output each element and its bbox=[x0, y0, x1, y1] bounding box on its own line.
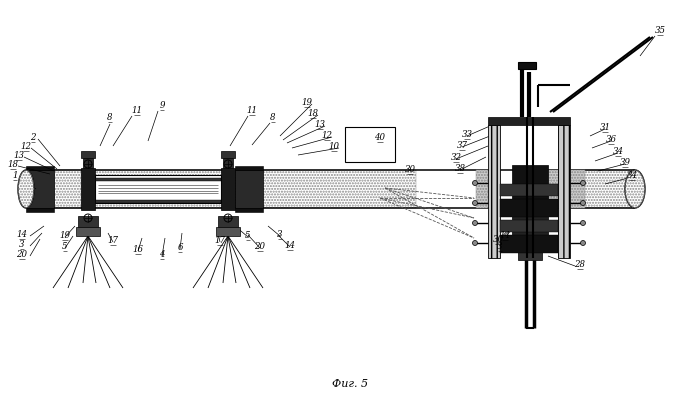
Text: 39: 39 bbox=[619, 158, 630, 166]
Bar bbox=[95, 176, 221, 203]
Text: 33: 33 bbox=[461, 130, 473, 139]
Bar bbox=[345, 128, 395, 162]
Text: 31: 31 bbox=[600, 123, 610, 132]
Text: 14: 14 bbox=[17, 229, 27, 239]
Bar bbox=[81, 152, 95, 159]
Text: 17: 17 bbox=[108, 235, 119, 244]
Bar bbox=[500, 221, 558, 233]
Bar bbox=[26, 209, 54, 213]
Text: 32: 32 bbox=[450, 153, 461, 162]
Text: 8: 8 bbox=[107, 113, 113, 122]
Text: 36: 36 bbox=[605, 135, 617, 144]
Text: 34: 34 bbox=[626, 170, 637, 180]
Text: 28: 28 bbox=[575, 259, 586, 268]
Text: 35: 35 bbox=[654, 26, 665, 35]
Bar bbox=[488, 118, 570, 126]
Circle shape bbox=[473, 181, 477, 186]
Text: 12: 12 bbox=[20, 142, 31, 151]
Bar bbox=[558, 126, 570, 258]
Bar bbox=[545, 170, 635, 209]
Bar bbox=[500, 184, 558, 196]
Circle shape bbox=[580, 241, 586, 246]
Bar bbox=[476, 170, 488, 209]
Text: 3: 3 bbox=[20, 239, 24, 248]
Circle shape bbox=[473, 221, 477, 226]
Text: 18: 18 bbox=[308, 109, 319, 118]
Text: Фиг. 5: Фиг. 5 bbox=[332, 378, 368, 388]
Text: 40: 40 bbox=[375, 133, 386, 142]
Bar bbox=[235, 166, 263, 170]
Text: 20: 20 bbox=[17, 249, 27, 258]
Ellipse shape bbox=[18, 170, 34, 209]
Text: 13: 13 bbox=[13, 151, 24, 160]
Text: 6: 6 bbox=[178, 242, 182, 251]
Text: 20: 20 bbox=[254, 241, 266, 250]
Text: 8: 8 bbox=[271, 113, 275, 122]
Bar bbox=[95, 178, 221, 182]
Text: 30: 30 bbox=[405, 164, 415, 174]
Text: 19: 19 bbox=[59, 231, 71, 239]
Bar bbox=[78, 217, 98, 229]
Text: 9: 9 bbox=[159, 101, 165, 110]
Circle shape bbox=[580, 201, 586, 206]
Bar bbox=[26, 166, 54, 170]
Text: 3: 3 bbox=[278, 229, 283, 239]
Bar bbox=[216, 227, 240, 237]
Bar bbox=[223, 159, 233, 168]
Bar bbox=[500, 200, 558, 217]
Bar bbox=[81, 168, 95, 211]
Text: 5: 5 bbox=[62, 241, 68, 250]
Text: 34: 34 bbox=[612, 147, 624, 156]
Text: 1: 1 bbox=[13, 170, 17, 180]
Bar bbox=[76, 227, 100, 237]
Text: 19: 19 bbox=[301, 98, 312, 107]
Bar bbox=[548, 170, 585, 209]
Bar bbox=[83, 159, 93, 168]
Bar bbox=[512, 213, 548, 243]
Circle shape bbox=[580, 221, 586, 226]
Bar bbox=[54, 170, 81, 209]
Bar bbox=[26, 170, 54, 209]
Bar bbox=[218, 217, 238, 229]
Text: 17: 17 bbox=[215, 235, 226, 244]
Text: 10: 10 bbox=[329, 142, 340, 151]
Circle shape bbox=[473, 201, 477, 206]
Text: 12: 12 bbox=[322, 131, 333, 140]
Circle shape bbox=[473, 241, 477, 246]
Ellipse shape bbox=[625, 170, 645, 209]
Bar bbox=[235, 209, 263, 213]
Text: 13: 13 bbox=[315, 120, 326, 129]
Bar bbox=[518, 242, 542, 260]
Text: 11: 11 bbox=[131, 106, 143, 115]
Text: 16: 16 bbox=[133, 244, 143, 253]
Bar bbox=[235, 170, 263, 209]
Text: 14: 14 bbox=[284, 241, 296, 249]
Text: 30: 30 bbox=[493, 235, 503, 243]
Text: 5: 5 bbox=[245, 231, 251, 239]
Bar bbox=[512, 166, 548, 213]
Text: 14: 14 bbox=[500, 231, 510, 239]
Text: 11: 11 bbox=[247, 106, 257, 115]
Text: 38: 38 bbox=[454, 164, 466, 172]
Text: 18: 18 bbox=[8, 160, 18, 168]
Bar bbox=[488, 126, 500, 258]
Bar bbox=[95, 200, 221, 203]
Bar bbox=[518, 63, 536, 70]
Text: 37: 37 bbox=[456, 141, 468, 150]
Bar bbox=[221, 168, 235, 211]
Text: 3: 3 bbox=[497, 241, 503, 250]
Bar bbox=[221, 152, 235, 159]
Text: 4: 4 bbox=[159, 249, 165, 258]
Text: 2: 2 bbox=[30, 133, 36, 142]
Bar bbox=[500, 235, 558, 253]
Circle shape bbox=[580, 181, 586, 186]
Bar bbox=[26, 170, 416, 209]
